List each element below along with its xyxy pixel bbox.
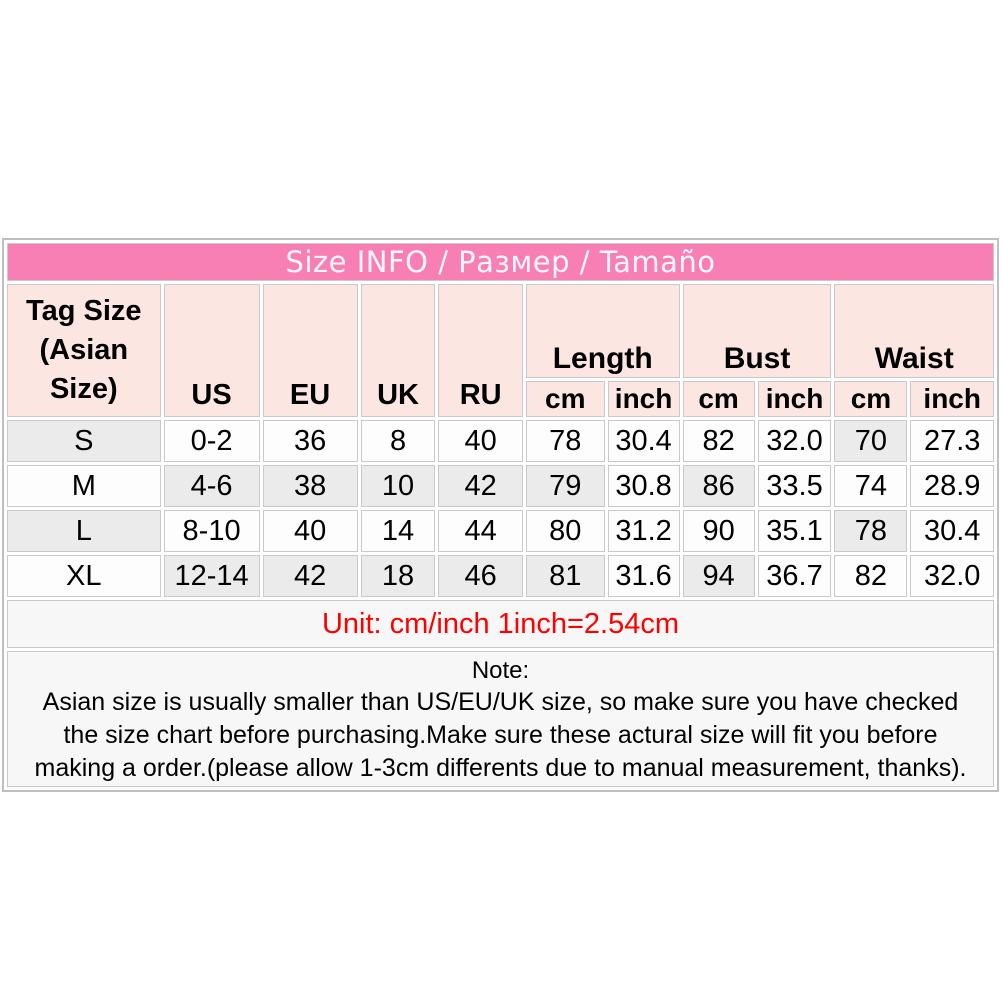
size-cell: 78 [525, 420, 605, 462]
note-cell: Note: Asian size is usually smaller than… [7, 651, 994, 787]
size-cell: S [7, 420, 161, 462]
note-row: Note: Asian size is usually smaller than… [7, 651, 994, 787]
size-cell: 38 [262, 465, 358, 507]
size-cell: 18 [360, 555, 436, 597]
size-chart-table: Size INFO / Размер / Tamaño Tag Size (As… [2, 238, 999, 792]
size-cell: 81 [525, 555, 605, 597]
subheader-length-inch: inch [607, 381, 680, 417]
size-cell: 79 [525, 465, 605, 507]
size-cell: 30.8 [607, 465, 680, 507]
col-header-ru: RU [438, 284, 523, 417]
size-row-xl: XL 12-14 42 18 46 81 31.6 94 36.7 82 32.… [7, 555, 994, 597]
title-row: Size INFO / Размер / Tamaño [7, 243, 994, 281]
col-header-eu: EU [262, 284, 358, 417]
size-cell: 44 [438, 510, 523, 552]
size-cell: 78 [834, 510, 908, 552]
size-cell: 32.0 [910, 555, 994, 597]
size-row-m: M 4-6 38 10 42 79 30.8 86 33.5 74 28.9 [7, 465, 994, 507]
col-header-length: Length [525, 284, 680, 378]
size-cell: 90 [682, 510, 755, 552]
size-cell: 40 [262, 510, 358, 552]
size-cell: 70 [834, 420, 908, 462]
size-cell: 33.5 [757, 465, 832, 507]
unit-row: Unit: cm/inch 1inch=2.54cm [7, 600, 994, 648]
size-cell: 28.9 [910, 465, 994, 507]
size-cell: 40 [438, 420, 523, 462]
size-cell: 31.6 [607, 555, 680, 597]
size-cell: 74 [834, 465, 908, 507]
size-row-l: L 8-10 40 14 44 80 31.2 90 35.1 78 30.4 [7, 510, 994, 552]
size-cell: 46 [438, 555, 523, 597]
size-cell: 86 [682, 465, 755, 507]
size-cell: 36 [262, 420, 358, 462]
size-cell: M [7, 465, 161, 507]
size-cell: 35.1 [757, 510, 832, 552]
subheader-length-cm: cm [525, 381, 605, 417]
size-cell: 10 [360, 465, 436, 507]
size-cell: 42 [438, 465, 523, 507]
size-cell: 32.0 [757, 420, 832, 462]
size-row-s: S 0-2 36 8 40 78 30.4 82 32.0 70 27.3 [7, 420, 994, 462]
subheader-waist-inch: inch [910, 381, 994, 417]
note-body: Asian size is usually smaller than US/EU… [34, 688, 967, 782]
size-cell: 42 [262, 555, 358, 597]
header-row-main: Tag Size (Asian Size) US EU UK RU Length… [7, 284, 994, 417]
size-cell: 0-2 [163, 420, 260, 462]
size-cell: 30.4 [607, 420, 680, 462]
size-info-title: Size INFO / Размер / Tamaño [7, 243, 994, 281]
size-cell: 82 [682, 420, 755, 462]
size-cell: 8 [360, 420, 436, 462]
unit-conversion-text: Unit: cm/inch 1inch=2.54cm [7, 600, 994, 648]
col-header-bust: Bust [682, 284, 832, 378]
size-cell: 27.3 [910, 420, 994, 462]
subheader-bust-cm: cm [682, 381, 755, 417]
note-heading: Note: [471, 657, 530, 684]
size-cell: 31.2 [607, 510, 680, 552]
size-cell: XL [7, 555, 161, 597]
col-header-uk: UK [360, 284, 436, 417]
size-cell: L [7, 510, 161, 552]
col-header-tag-size: Tag Size (Asian Size) [7, 284, 161, 417]
size-cell: 8-10 [163, 510, 260, 552]
size-cell: 14 [360, 510, 436, 552]
size-cell: 30.4 [910, 510, 994, 552]
size-cell: 4-6 [163, 465, 260, 507]
col-header-us: US [163, 284, 260, 417]
size-cell: 12-14 [163, 555, 260, 597]
size-cell: 94 [682, 555, 755, 597]
subheader-waist-cm: cm [834, 381, 908, 417]
subheader-bust-inch: inch [757, 381, 832, 417]
size-cell: 36.7 [757, 555, 832, 597]
size-cell: 80 [525, 510, 605, 552]
header-row-units: cm inch cm inch cm inch [7, 381, 994, 417]
col-header-waist: Waist [834, 284, 994, 378]
size-cell: 82 [834, 555, 908, 597]
